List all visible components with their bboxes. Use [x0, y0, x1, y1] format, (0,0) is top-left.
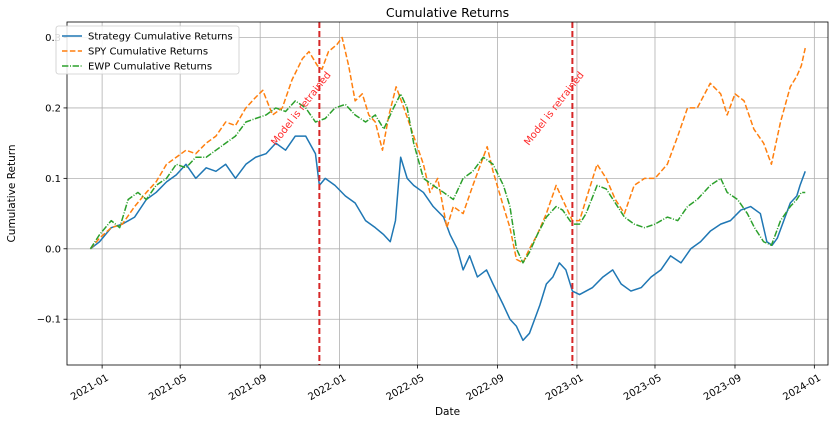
y-tick-label: 0.0: [45, 244, 61, 255]
y-tick-label: 0.1: [45, 174, 61, 185]
chart-title: Cumulative Returns: [386, 5, 509, 20]
legend: Strategy Cumulative Returns SPY Cumulativ…: [55, 25, 240, 75]
legend-box: [55, 25, 240, 75]
legend-entry-3: EWP Cumulative Returns: [88, 62, 212, 73]
y-axis-label: Cumulative Return: [6, 144, 18, 242]
y-tick-label: 0.2: [45, 103, 61, 114]
y-tick-label: 0.3: [45, 33, 61, 44]
axes-frame: [66, 21, 829, 366]
series-line-3: [89, 93, 806, 264]
x-axis-label: Date: [435, 406, 460, 418]
legend-entry-1: Strategy Cumulative Returns: [88, 32, 233, 43]
series-lines: [89, 36, 806, 342]
legend-entry-2: SPY Cumulative Returns: [88, 47, 208, 58]
series-line-2: [89, 36, 806, 264]
y-tick-label: −0.1: [37, 315, 61, 326]
series-line-1: [89, 135, 806, 342]
